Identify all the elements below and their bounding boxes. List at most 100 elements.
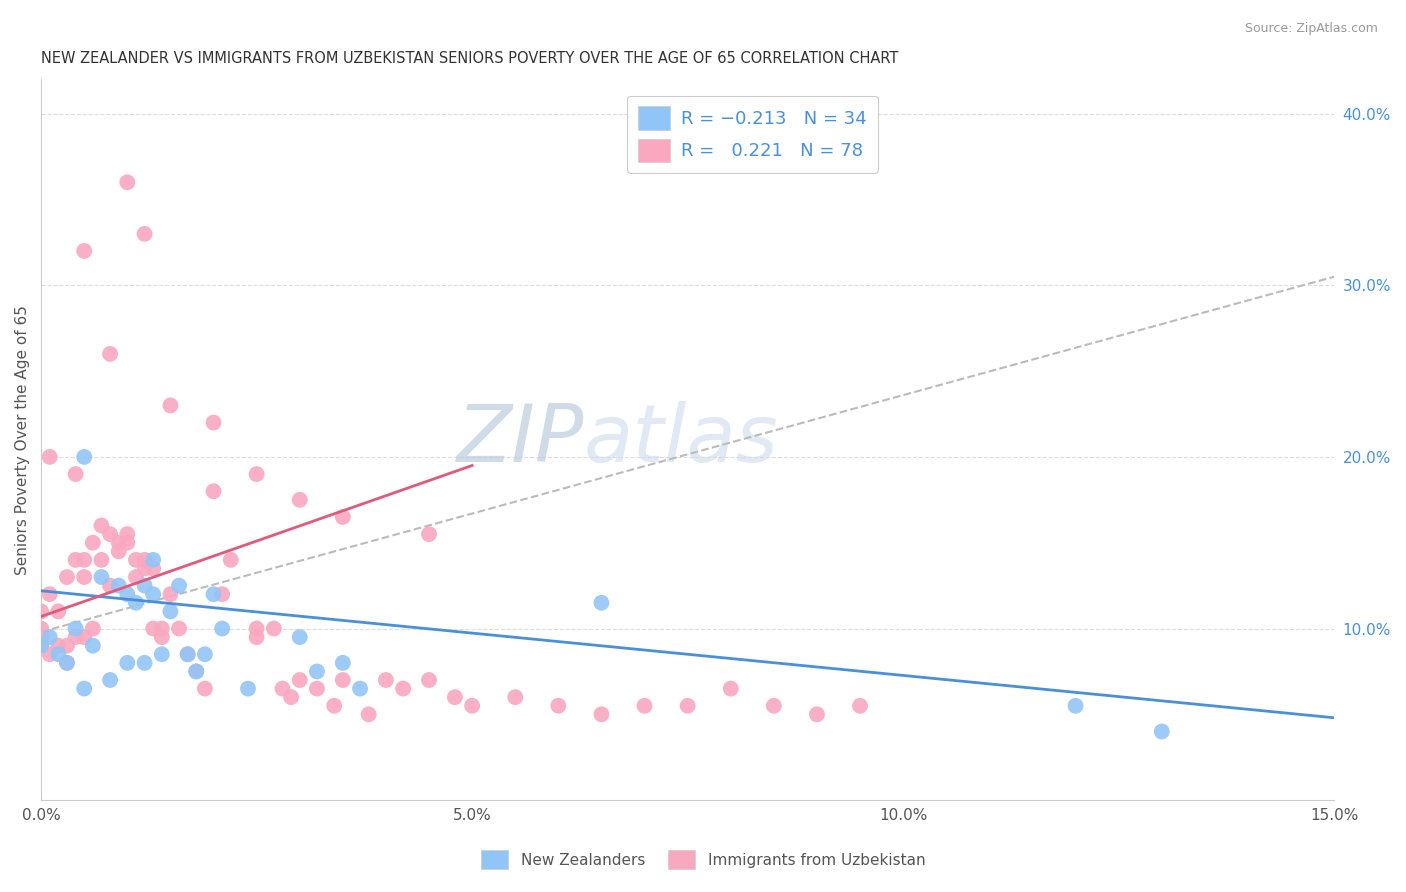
Point — [107, 535, 129, 549]
Point — [305, 681, 328, 696]
Point — [98, 673, 121, 687]
Point — [305, 665, 328, 679]
Text: ZIP: ZIP — [457, 401, 585, 479]
Point — [150, 622, 173, 636]
Point — [48, 604, 70, 618]
Point — [56, 570, 79, 584]
Point — [202, 484, 225, 499]
Point — [134, 553, 156, 567]
Point — [676, 698, 699, 713]
Point — [357, 707, 380, 722]
Point — [202, 416, 225, 430]
Point — [444, 690, 467, 705]
Point — [374, 673, 396, 687]
Point — [176, 647, 198, 661]
Legend: New Zealanders, Immigrants from Uzbekistan: New Zealanders, Immigrants from Uzbekist… — [475, 844, 931, 875]
Point — [82, 622, 104, 636]
Y-axis label: Seniors Poverty Over the Age of 65: Seniors Poverty Over the Age of 65 — [15, 305, 30, 574]
Point — [134, 561, 156, 575]
Point — [56, 639, 79, 653]
Point — [125, 596, 148, 610]
Point — [30, 622, 52, 636]
Point — [125, 570, 148, 584]
Point — [134, 656, 156, 670]
Point — [762, 698, 785, 713]
Text: Source: ZipAtlas.com: Source: ZipAtlas.com — [1244, 22, 1378, 36]
Point — [392, 681, 415, 696]
Point — [849, 698, 872, 713]
Point — [219, 553, 242, 567]
Point — [73, 244, 96, 258]
Point — [288, 630, 311, 644]
Point — [332, 656, 354, 670]
Point — [30, 639, 52, 653]
Point — [117, 175, 139, 189]
Point — [263, 622, 285, 636]
Point — [38, 647, 60, 661]
Point — [98, 527, 121, 541]
Point — [186, 665, 208, 679]
Point — [1064, 698, 1087, 713]
Point — [349, 681, 371, 696]
Point — [150, 647, 173, 661]
Point — [418, 673, 440, 687]
Point — [73, 630, 96, 644]
Point — [246, 622, 269, 636]
Point — [134, 227, 156, 241]
Point — [633, 698, 655, 713]
Point — [159, 399, 181, 413]
Point — [65, 630, 87, 644]
Point — [38, 450, 60, 464]
Point — [98, 347, 121, 361]
Point — [65, 553, 87, 567]
Point — [461, 698, 484, 713]
Point — [142, 561, 165, 575]
Point — [1150, 724, 1173, 739]
Point — [202, 587, 225, 601]
Text: NEW ZEALANDER VS IMMIGRANTS FROM UZBEKISTAN SENIORS POVERTY OVER THE AGE OF 65 C: NEW ZEALANDER VS IMMIGRANTS FROM UZBEKIS… — [41, 51, 898, 66]
Point — [159, 587, 181, 601]
Point — [720, 681, 742, 696]
Point — [90, 518, 112, 533]
Point — [194, 681, 217, 696]
Point — [48, 647, 70, 661]
Point — [194, 647, 217, 661]
Point — [65, 622, 87, 636]
Point — [547, 698, 569, 713]
Point — [288, 492, 311, 507]
Point — [38, 587, 60, 601]
Point — [90, 553, 112, 567]
Point — [107, 544, 129, 558]
Point — [288, 673, 311, 687]
Point — [211, 587, 233, 601]
Point — [56, 656, 79, 670]
Point — [503, 690, 526, 705]
Point — [65, 467, 87, 481]
Point — [176, 647, 198, 661]
Point — [323, 698, 346, 713]
Point — [38, 630, 60, 644]
Point — [125, 553, 148, 567]
Point — [82, 639, 104, 653]
Point — [142, 622, 165, 636]
Point — [186, 665, 208, 679]
Point — [167, 579, 190, 593]
Point — [280, 690, 302, 705]
Point — [159, 604, 181, 618]
Point — [591, 707, 613, 722]
Point — [30, 630, 52, 644]
Point — [246, 630, 269, 644]
Point — [134, 579, 156, 593]
Point — [107, 579, 129, 593]
Point — [142, 587, 165, 601]
Point — [73, 450, 96, 464]
Point — [806, 707, 828, 722]
Point — [142, 553, 165, 567]
Point — [73, 570, 96, 584]
Point — [117, 656, 139, 670]
Point — [73, 681, 96, 696]
Point — [418, 527, 440, 541]
Point — [236, 681, 259, 696]
Point — [117, 587, 139, 601]
Point — [332, 673, 354, 687]
